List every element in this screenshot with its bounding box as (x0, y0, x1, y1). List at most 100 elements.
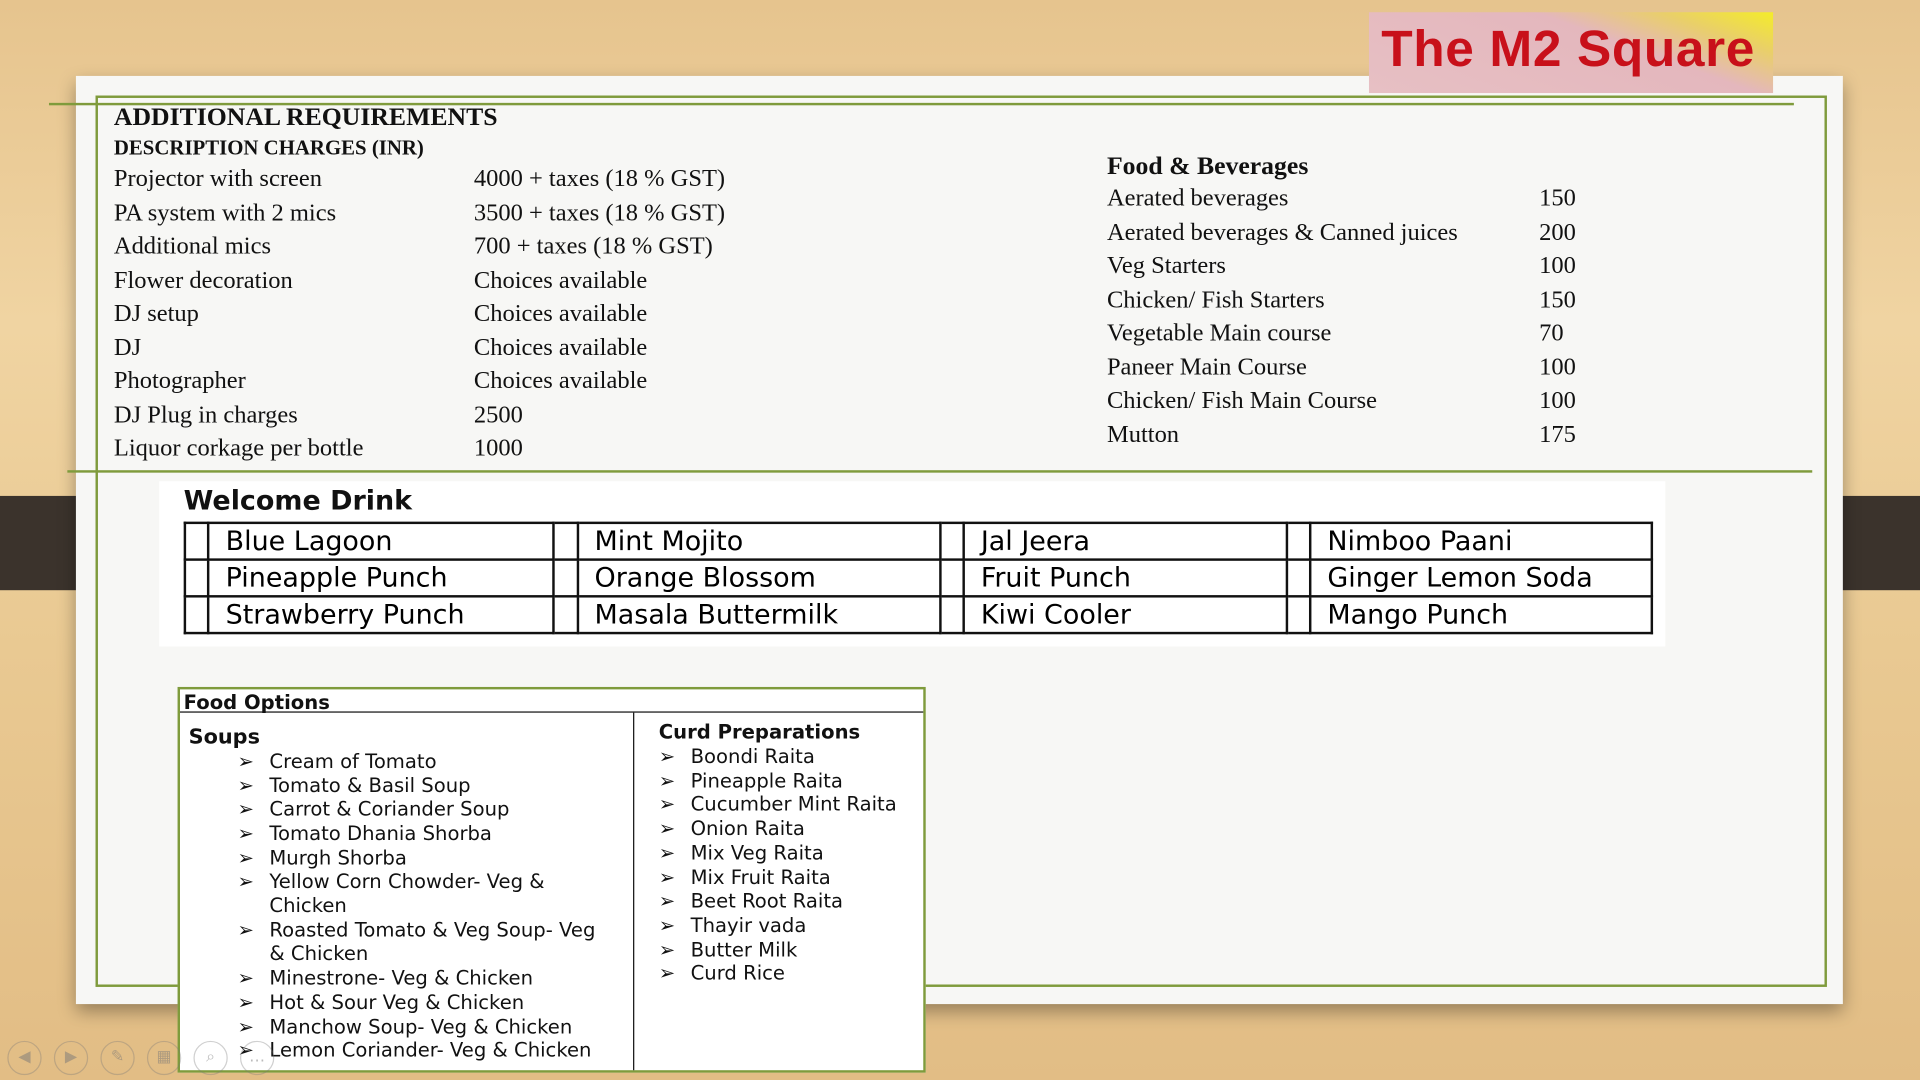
fb-price: 70 (1539, 319, 1564, 347)
drink-cell: Pineapple Punch (207, 558, 556, 598)
curd-name: Thayir vada (690, 913, 807, 937)
curd-name: Curd Rice (690, 961, 785, 985)
section-title: ADDITIONAL REQUIREMENTS (113, 101, 498, 132)
requirement-item: PA system with 2 mics (113, 198, 337, 226)
table-row: Blue Lagoon Mint Mojito Jal Jeera Nimboo Pa… (183, 521, 1654, 561)
drink-cell: Strawberry Punch (207, 595, 556, 635)
bullet-arrow-icon: ➢ (237, 797, 254, 821)
curd-name: Butter Milk (690, 937, 798, 961)
divider (633, 712, 635, 1071)
drink-cell: Ginger Lemon Soda (1308, 558, 1654, 598)
next-icon[interactable]: ▶ (53, 1040, 89, 1076)
list-item: ➢ Beet Root Raita (659, 889, 844, 913)
requirement-charge: 2500 (473, 401, 523, 428)
list-item: ➢ Mix Veg Raita (659, 841, 824, 864)
fb-item: Aerated beverages & Canned juices (1106, 218, 1458, 246)
welcome-drink-panel: Welcome Drink Blue Lagoon Mint Mojito Jal … (159, 481, 1666, 647)
welcome-drink-title: Welcome Drink (183, 486, 413, 517)
drink-cell: Masala Buttermilk (576, 595, 942, 635)
previous-icon[interactable]: ◀ (7, 1040, 42, 1076)
requirement-item: DJ Plug in charges (113, 401, 298, 428)
fb-item: Aerated beverages (1106, 184, 1289, 212)
bullet-arrow-icon: ➢ (237, 773, 254, 798)
list-item: ➢ Yellow Corn Chowder- Veg & (238, 869, 545, 892)
logo: The M2 Square (1368, 12, 1774, 94)
bullet-arrow-icon: ➢ (658, 768, 676, 792)
fb-item: Mutton (1106, 420, 1180, 448)
list-item: ➢ Boondi Raita (659, 744, 815, 768)
list-item: ➢ Cream of Tomato (238, 749, 437, 772)
checkbox-cell (938, 521, 965, 561)
curd-name: Beet Root Raita (690, 889, 844, 913)
checkbox-cell (183, 521, 210, 561)
curd-name: Cucumber Mint Raita (690, 792, 897, 816)
drink-cell: Fruit Punch (962, 558, 1288, 598)
curd-name: Pineapple Raita (690, 768, 843, 792)
checkbox-cell (183, 595, 210, 635)
more-icon[interactable]: … (240, 1040, 275, 1076)
list-item: ➢ Minestrone- Veg & Chicken (238, 966, 534, 990)
soup-name: Hot & Sour Veg & Chicken (269, 990, 525, 1014)
curd-title: Curd Preparations (658, 720, 861, 744)
bullet-arrow-icon: ➢ (237, 966, 254, 990)
table-row: Pineapple Punch Orange Blossom Fruit Punch… (183, 558, 1654, 598)
bullet-arrow-icon: ➢ (237, 749, 254, 773)
requirement-item: Flower decoration (113, 266, 293, 294)
welcome-drink-table: Blue Lagoon Mint Mojito Jal Jeera Nimboo Pa… (183, 521, 1654, 635)
slides-grid-icon[interactable]: ▦ (146, 1040, 182, 1076)
list-item: ➢ Roasted Tomato & Veg Soup- Veg (238, 918, 596, 942)
requirement-charge: 4000 + taxes (18 % GST) (473, 165, 726, 193)
requirement-charge: Choices available (473, 266, 648, 294)
curd-name: Boondi Raita (690, 744, 815, 768)
fb-price: 150 (1539, 285, 1576, 313)
checkbox-cell (1285, 595, 1312, 635)
soup-name: Murgh Shorba (269, 846, 407, 870)
soup-name: Chicken (269, 893, 347, 918)
soup-name: Tomato & Basil Soup (269, 773, 471, 798)
fb-price: 100 (1539, 252, 1576, 280)
bullet-arrow-icon: ➢ (658, 840, 676, 865)
checkbox-cell (1285, 521, 1312, 561)
drink-cell: Orange Blossom (576, 558, 942, 598)
requirement-charge: Choices available (473, 333, 648, 361)
curd-name: Onion Raita (690, 816, 805, 841)
soup-name: Minestrone- Veg & Chicken (269, 966, 534, 990)
soups-title: Soups (188, 724, 260, 750)
soup-name: Roasted Tomato & Veg Soup- Veg (269, 918, 596, 942)
bullet-arrow-icon: ➢ (658, 889, 676, 913)
requirement-item: DJ (113, 333, 142, 361)
fb-price: 200 (1539, 218, 1576, 246)
checkbox-cell (552, 595, 579, 635)
pen-icon[interactable]: ✎ (100, 1040, 135, 1076)
food-options-panel: Food Options Soups Curd Preparations ➢ Cr… (177, 686, 926, 1073)
bullet-arrow-icon: ➢ (237, 821, 254, 845)
list-item: ➢ Manchow Soup- Veg & Chicken (238, 1015, 573, 1039)
zoom-icon[interactable]: ⌕ (193, 1040, 228, 1076)
list-item: ➢ Tomato Dhania Shorba (238, 822, 492, 845)
list-item: ➢ Mix Fruit Raita (659, 865, 831, 888)
slide-frame (95, 95, 1827, 987)
list-item: ➢ Curd Rice (659, 961, 785, 985)
fb-price: 100 (1539, 353, 1576, 381)
drink-cell: Mango Punch (1308, 595, 1654, 635)
checkbox-cell (552, 558, 579, 598)
drink-cell: Blue Lagoon (207, 521, 556, 561)
bullet-arrow-icon: ➢ (658, 744, 676, 768)
bullet-arrow-icon: ➢ (237, 990, 254, 1014)
checkbox-cell (1285, 558, 1312, 598)
fb-item: Paneer Main Course (1106, 353, 1307, 381)
list-item: ➢ Thayir vada (659, 913, 807, 937)
divider (48, 102, 1794, 106)
soup-name: & Chicken (269, 941, 369, 965)
fb-item: Chicken/ Fish Starters (1106, 285, 1325, 313)
fb-item: Chicken/ Fish Main Course (1106, 386, 1377, 414)
food-options-title: Food Options (183, 690, 330, 714)
section-subtitle: DESCRIPTION CHARGES (INR) (113, 135, 424, 160)
divider (67, 470, 1813, 473)
list-item: ➢ Carrot & Coriander Soup (238, 797, 510, 820)
bullet-arrow-icon: ➢ (237, 869, 254, 893)
soup-name: Manchow Soup- Veg & Chicken (269, 1015, 573, 1039)
requirement-charge: Choices available (473, 367, 648, 395)
bullet-arrow-icon: ➢ (658, 961, 676, 985)
